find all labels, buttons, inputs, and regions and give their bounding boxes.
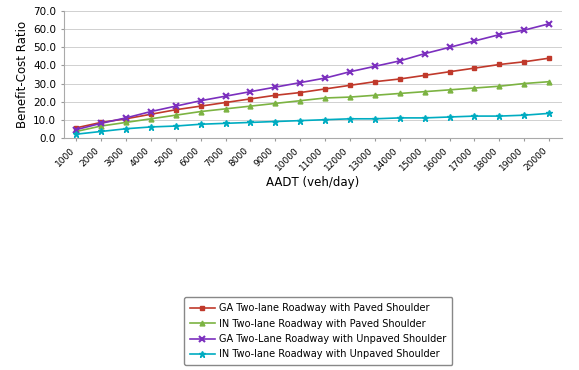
GA Two-Lane Roadway with Unpaved Shoulder	[471, 39, 478, 43]
GA Two-lane Roadway with Paved Shoulder	[222, 100, 229, 105]
GA Two-lane Roadway with Paved Shoulder	[72, 126, 79, 130]
GA Two-Lane Roadway with Unpaved Shoulder	[97, 121, 104, 125]
GA Two-Lane Roadway with Unpaved Shoulder	[222, 94, 229, 98]
Line: GA Two-lane Roadway with Paved Shoulder: GA Two-lane Roadway with Paved Shoulder	[74, 56, 552, 130]
GA Two-lane Roadway with Paved Shoulder	[197, 104, 204, 108]
IN Two-lane Roadway with Unpaved Shoulder	[471, 114, 478, 118]
X-axis label: AADT (veh/day): AADT (veh/day)	[266, 176, 360, 189]
IN Two-lane Roadway with Unpaved Shoulder	[247, 120, 254, 125]
IN Two-lane Roadway with Unpaved Shoulder	[123, 127, 130, 131]
IN Two-lane Roadway with Paved Shoulder	[422, 90, 428, 94]
GA Two-lane Roadway with Paved Shoulder	[272, 93, 279, 97]
GA Two-Lane Roadway with Unpaved Shoulder	[521, 28, 528, 32]
IN Two-lane Roadway with Unpaved Shoulder	[147, 125, 154, 129]
IN Two-lane Roadway with Paved Shoulder	[197, 110, 204, 114]
GA Two-lane Roadway with Paved Shoulder	[396, 77, 403, 81]
GA Two-lane Roadway with Paved Shoulder	[123, 117, 130, 121]
IN Two-lane Roadway with Unpaved Shoulder	[197, 122, 204, 127]
IN Two-lane Roadway with Paved Shoulder	[322, 96, 329, 100]
IN Two-lane Roadway with Unpaved Shoulder	[322, 118, 329, 122]
IN Two-lane Roadway with Paved Shoulder	[247, 104, 254, 108]
IN Two-lane Roadway with Unpaved Shoulder	[272, 119, 279, 124]
GA Two-lane Roadway with Paved Shoulder	[422, 73, 428, 78]
GA Two-Lane Roadway with Unpaved Shoulder	[396, 59, 403, 63]
GA Two-lane Roadway with Paved Shoulder	[247, 97, 254, 101]
IN Two-lane Roadway with Unpaved Shoulder	[173, 124, 179, 128]
GA Two-Lane Roadway with Unpaved Shoulder	[72, 127, 79, 132]
IN Two-lane Roadway with Paved Shoulder	[147, 117, 154, 121]
IN Two-lane Roadway with Unpaved Shoulder	[446, 115, 453, 119]
IN Two-lane Roadway with Paved Shoulder	[521, 81, 528, 86]
GA Two-lane Roadway with Paved Shoulder	[545, 56, 552, 60]
IN Two-lane Roadway with Unpaved Shoulder	[422, 116, 428, 120]
IN Two-lane Roadway with Unpaved Shoulder	[496, 114, 503, 118]
GA Two-Lane Roadway with Unpaved Shoulder	[446, 45, 453, 50]
Line: IN Two-lane Roadway with Unpaved Shoulder: IN Two-lane Roadway with Unpaved Shoulde…	[73, 110, 552, 138]
IN Two-lane Roadway with Paved Shoulder	[396, 91, 403, 96]
GA Two-lane Roadway with Paved Shoulder	[147, 112, 154, 117]
GA Two-Lane Roadway with Unpaved Shoulder	[422, 51, 428, 56]
GA Two-Lane Roadway with Unpaved Shoulder	[346, 70, 353, 74]
GA Two-Lane Roadway with Unpaved Shoulder	[272, 85, 279, 89]
IN Two-lane Roadway with Unpaved Shoulder	[72, 132, 79, 137]
GA Two-Lane Roadway with Unpaved Shoulder	[173, 104, 179, 108]
GA Two-lane Roadway with Paved Shoulder	[372, 80, 379, 84]
GA Two-Lane Roadway with Unpaved Shoulder	[247, 90, 254, 94]
GA Two-Lane Roadway with Unpaved Shoulder	[197, 98, 204, 103]
GA Two-Lane Roadway with Unpaved Shoulder	[372, 64, 379, 68]
IN Two-lane Roadway with Unpaved Shoulder	[396, 116, 403, 120]
IN Two-lane Roadway with Unpaved Shoulder	[545, 111, 552, 115]
IN Two-lane Roadway with Paved Shoulder	[471, 86, 478, 90]
IN Two-lane Roadway with Unpaved Shoulder	[346, 117, 353, 121]
GA Two-lane Roadway with Paved Shoulder	[496, 62, 503, 67]
IN Two-lane Roadway with Paved Shoulder	[222, 107, 229, 111]
GA Two-lane Roadway with Paved Shoulder	[471, 66, 478, 70]
IN Two-lane Roadway with Paved Shoulder	[97, 124, 104, 128]
GA Two-Lane Roadway with Unpaved Shoulder	[322, 76, 329, 80]
GA Two-lane Roadway with Paved Shoulder	[296, 90, 303, 95]
GA Two-lane Roadway with Paved Shoulder	[173, 108, 179, 112]
GA Two-lane Roadway with Paved Shoulder	[446, 70, 453, 74]
GA Two-Lane Roadway with Unpaved Shoulder	[496, 33, 503, 37]
IN Two-lane Roadway with Unpaved Shoulder	[222, 121, 229, 125]
Line: GA Two-Lane Roadway with Unpaved Shoulder: GA Two-Lane Roadway with Unpaved Shoulde…	[73, 21, 552, 133]
Line: IN Two-lane Roadway with Paved Shoulder: IN Two-lane Roadway with Paved Shoulder	[74, 79, 552, 134]
IN Two-lane Roadway with Paved Shoulder	[296, 98, 303, 103]
GA Two-lane Roadway with Paved Shoulder	[322, 87, 329, 91]
IN Two-lane Roadway with Paved Shoulder	[372, 93, 379, 97]
GA Two-Lane Roadway with Unpaved Shoulder	[296, 80, 303, 85]
GA Two-lane Roadway with Paved Shoulder	[346, 83, 353, 88]
GA Two-lane Roadway with Paved Shoulder	[521, 60, 528, 64]
IN Two-lane Roadway with Unpaved Shoulder	[372, 117, 379, 121]
GA Two-Lane Roadway with Unpaved Shoulder	[147, 110, 154, 114]
IN Two-lane Roadway with Unpaved Shoulder	[97, 129, 104, 134]
Y-axis label: Benefit-Cost Ratio: Benefit-Cost Ratio	[16, 21, 29, 128]
IN Two-lane Roadway with Paved Shoulder	[173, 113, 179, 117]
IN Two-lane Roadway with Paved Shoulder	[446, 88, 453, 92]
Legend: GA Two-lane Roadway with Paved Shoulder, IN Two-lane Roadway with Paved Shoulder: GA Two-lane Roadway with Paved Shoulder,…	[184, 297, 453, 365]
GA Two-Lane Roadway with Unpaved Shoulder	[545, 21, 552, 26]
GA Two-Lane Roadway with Unpaved Shoulder	[123, 116, 130, 120]
IN Two-lane Roadway with Paved Shoulder	[123, 120, 130, 125]
IN Two-lane Roadway with Paved Shoulder	[496, 84, 503, 88]
IN Two-lane Roadway with Paved Shoulder	[346, 95, 353, 99]
IN Two-lane Roadway with Unpaved Shoulder	[296, 118, 303, 123]
IN Two-lane Roadway with Paved Shoulder	[545, 80, 552, 84]
IN Two-lane Roadway with Unpaved Shoulder	[521, 113, 528, 117]
IN Two-lane Roadway with Paved Shoulder	[72, 129, 79, 134]
IN Two-lane Roadway with Paved Shoulder	[272, 101, 279, 106]
GA Two-lane Roadway with Paved Shoulder	[97, 120, 104, 125]
